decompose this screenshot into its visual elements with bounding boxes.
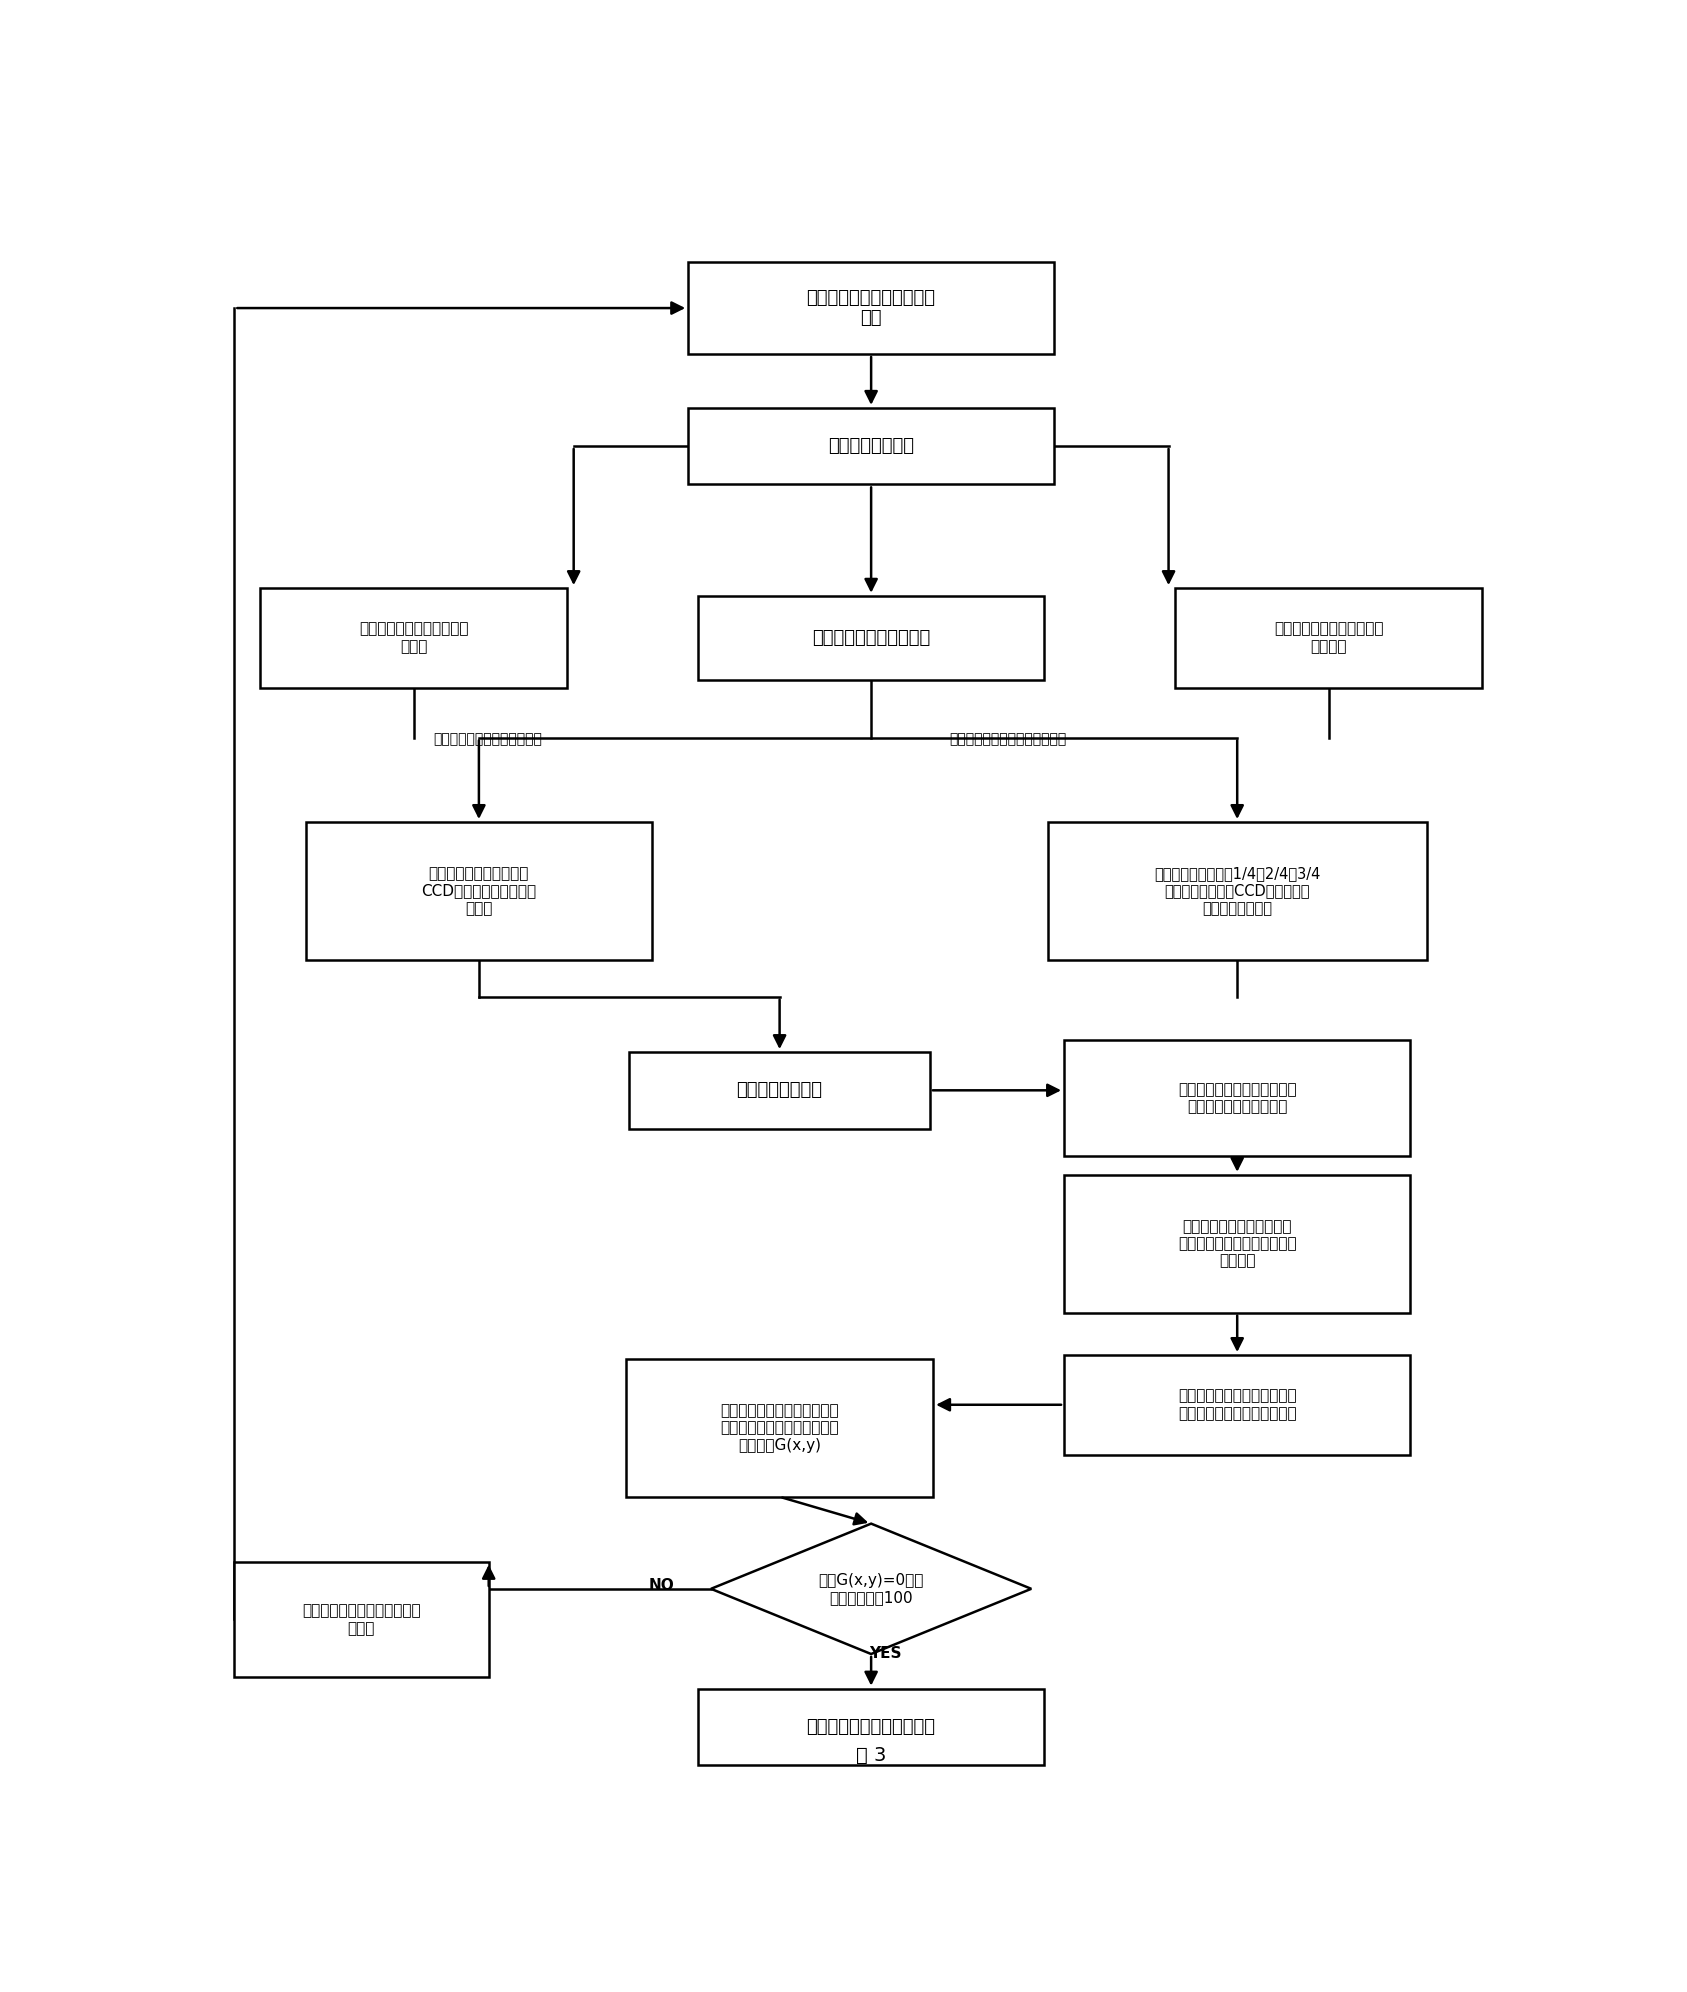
Text: 如果G(x,y)=0或者
循环次数大于100: 如果G(x,y)=0或者 循环次数大于100 xyxy=(818,1572,924,1606)
Text: 对得到的四幅相移图（即投影
光栅）进行直线相位转换: 对得到的四幅相移图（即投影 光栅）进行直线相位转换 xyxy=(1178,1082,1297,1114)
Bar xyxy=(626,1359,933,1496)
Bar xyxy=(698,1689,1044,1765)
Text: 调整的直线相位点进行反相移
法变换，得到新的四幅相移图: 调整的直线相位点进行反相移 法变换，得到新的四幅相移图 xyxy=(1178,1388,1297,1420)
Bar xyxy=(1064,1175,1410,1313)
Text: 对直线相位进行最小二乘拟
合，调整实际直线相位点到拟
合直线上: 对直线相位进行最小二乘拟 合，调整实际直线相位点到拟 合直线上 xyxy=(1178,1219,1297,1269)
Text: 求取相位传递函数: 求取相位传递函数 xyxy=(828,436,914,454)
Text: 实验研究对比度对光栅波形
的影响: 实验研究对比度对光栅波形 的影响 xyxy=(359,622,469,653)
Bar xyxy=(688,408,1054,484)
Text: 得到的四幅相移图: 得到的四幅相移图 xyxy=(737,1082,823,1100)
Text: 生成精确相移的投影光栅: 生成精确相移的投影光栅 xyxy=(811,629,930,647)
Text: 选用数字投影系统编程生成
光栅: 选用数字投影系统编程生成 光栅 xyxy=(806,289,936,327)
Text: 实验研究光强模式对光栅波
形的影响: 实验研究光强模式对光栅波 形的影响 xyxy=(1274,622,1383,653)
Text: 外界环境：选用良好的光强模式: 外界环境：选用良好的光强模式 xyxy=(950,733,1066,747)
Text: 两组四幅相移图比较，得到投
射光栅到采集光栅之间的校正
优化函数G(x,y): 两组四幅相移图比较，得到投 射光栅到采集光栅之间的校正 优化函数G(x,y) xyxy=(720,1402,838,1452)
Text: YES: YES xyxy=(869,1645,903,1661)
Text: 得到相位自校正的投影光栅: 得到相位自校正的投影光栅 xyxy=(806,1717,936,1735)
Bar xyxy=(1176,588,1483,687)
Text: 让生成光栅依次左移1/4、2/4、3/4
个周期，并分别用CCD采集保存，
得到另三幅光栅图: 让生成光栅依次左移1/4、2/4、3/4 个周期，并分别用CCD采集保存， 得到… xyxy=(1154,867,1321,916)
Text: NO: NO xyxy=(649,1578,675,1594)
Bar xyxy=(1048,823,1427,960)
Text: 投影仪投射生成光栅并用
CCD采集保存得到第一幅
光栅图: 投影仪投射生成光栅并用 CCD采集保存得到第一幅 光栅图 xyxy=(422,867,536,916)
Text: 外界环境：选用良好的对比度: 外界环境：选用良好的对比度 xyxy=(434,733,542,747)
Text: 图 3: 图 3 xyxy=(855,1747,886,1765)
Bar xyxy=(234,1562,489,1677)
Bar xyxy=(629,1052,930,1129)
Bar xyxy=(688,263,1054,355)
Bar xyxy=(1064,1040,1410,1155)
Bar xyxy=(698,596,1044,679)
Text: 用校正优化函数校正计算机生
成光栅: 用校正优化函数校正计算机生 成光栅 xyxy=(302,1604,420,1635)
Polygon shape xyxy=(710,1524,1031,1653)
Bar xyxy=(260,588,567,687)
Bar xyxy=(1064,1355,1410,1454)
Bar xyxy=(305,823,653,960)
